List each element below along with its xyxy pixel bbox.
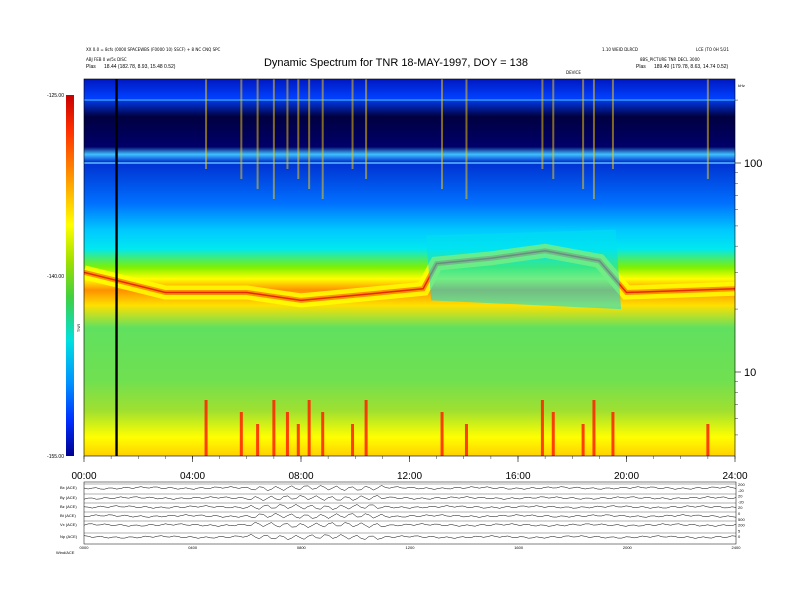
panel-trace xyxy=(83,534,737,540)
panel-right-tick: 500 xyxy=(738,517,745,522)
panel-label: Bt (ACE) xyxy=(60,513,76,518)
panel-x-tick: 0800 xyxy=(297,545,307,550)
panel-trace xyxy=(83,495,737,501)
x-tick-label: 20:00 xyxy=(614,471,639,482)
burst-mark xyxy=(592,400,596,456)
x-tick-label: 08:00 xyxy=(288,471,313,482)
panel-right-tick: 20 xyxy=(738,505,743,510)
colorbar-ticks: -125.00 -140.00 -155.00 TNR xyxy=(47,93,81,460)
panel-label: Bz (ACE) xyxy=(60,504,77,509)
panel-right-tick: 5 xyxy=(738,528,741,533)
colorbar-label: TNR xyxy=(76,324,81,332)
colorbar-tick-label: -140.00 xyxy=(47,274,64,280)
burst-mark xyxy=(272,400,276,456)
header-center-tag: DEVICE xyxy=(566,70,581,75)
x-tick-label: 24:00 xyxy=(722,471,747,482)
magnetic-field-panels: Bx (ACE) By (ACE) Bz (ACE) Bt (ACE) Vx (ACE)… xyxy=(56,481,745,555)
panel-x-tick: 1600 xyxy=(514,545,524,550)
panel-x-tick: 1200 xyxy=(406,545,416,550)
header-right-line1: 1.10 WEID DLRCD xyxy=(602,47,638,52)
burst-mark xyxy=(540,400,544,456)
panel-trace xyxy=(83,522,737,528)
panel-x-tick: 2000 xyxy=(623,545,633,550)
panel-label: Bx (ACE) xyxy=(60,485,77,490)
panel-right-tick: 200 xyxy=(738,482,745,487)
burst-mark xyxy=(321,412,325,456)
chart-title: Dynamic Spectrum for TNR 18-MAY-1997, DO… xyxy=(263,57,528,69)
header-left-plas-value: 18.44 (182.78, 8.93, 15.48 0.52) xyxy=(104,64,176,70)
burst-mark xyxy=(204,400,208,456)
header-right-line3: 8BS_PICTURE TNR DECL 3000 xyxy=(640,57,700,62)
burst-mark xyxy=(611,412,615,456)
time-marker xyxy=(115,79,118,456)
panel-x-tick: 0400 xyxy=(188,545,198,550)
panel-right-tick: 20 xyxy=(738,494,743,499)
burst-mark xyxy=(581,424,585,456)
y-unit-label: kHz xyxy=(738,83,745,88)
burst-mark xyxy=(239,412,243,456)
panel-label: Vx (ACE) xyxy=(60,522,77,527)
x-tick-label: 04:00 xyxy=(180,471,205,482)
burst-mark xyxy=(706,424,710,456)
burst-mark xyxy=(364,400,368,456)
panel-trace xyxy=(83,485,737,491)
panel-right-tick: 0 xyxy=(738,511,741,516)
header-left-plas-label: Plas xyxy=(86,64,96,70)
y-tick-label: 100 xyxy=(744,158,762,170)
burst-mark xyxy=(351,424,355,456)
header-right-plas-value: 189.40 (179.78, 8.63, 14.74 0.52) xyxy=(654,64,729,70)
burst-mark xyxy=(464,424,468,456)
burst-mark xyxy=(296,424,300,456)
colorbar xyxy=(66,95,74,456)
panel-x-tick: 2400 xyxy=(732,545,742,550)
panel-right-tick: -20 xyxy=(738,499,745,504)
burst-mark xyxy=(285,412,289,456)
panel-right-tick: 200 xyxy=(738,523,745,528)
header-left-line2: ABJ FEB 0 w/5s DISC xyxy=(86,57,127,62)
y-axis: 100 10 kHz xyxy=(735,83,762,436)
burst-mark xyxy=(440,412,444,456)
panel-trace xyxy=(83,513,737,519)
panel-right-tick: -20 xyxy=(738,488,745,493)
x-tick-label: 16:00 xyxy=(505,471,530,482)
burst-mark xyxy=(307,400,311,456)
panel-trace xyxy=(83,504,737,510)
x-tick-label: 00:00 xyxy=(71,471,96,482)
panel-label: Np (ACE) xyxy=(60,534,78,539)
colorbar-tick-label: -155.00 xyxy=(47,454,64,460)
burst-mark xyxy=(551,412,555,456)
header-right-plas-label: Plas xyxy=(636,64,646,70)
x-axis: 00:00 04:00 08:00 12:00 16:00 20:00 24:00 xyxy=(71,456,748,482)
panel-x-tick: 0000 xyxy=(80,545,90,550)
y-tick-label: 10 xyxy=(744,367,756,379)
colorbar-tick-label: -125.00 xyxy=(47,93,64,99)
panel-right-tick: 0 xyxy=(738,534,741,539)
header-right-line2: LCE (TO 0H 5/21 xyxy=(696,47,730,52)
header-left-line1: XX 0.0 = 8cfs (0000 SPACEWBS (F0000 10) … xyxy=(86,47,221,52)
burst-mark xyxy=(256,424,260,456)
panel-footer: Wind/ACE xyxy=(56,550,75,555)
spectrogram xyxy=(84,79,735,456)
x-tick-label: 12:00 xyxy=(397,471,422,482)
panel-label: By (ACE) xyxy=(60,495,77,500)
